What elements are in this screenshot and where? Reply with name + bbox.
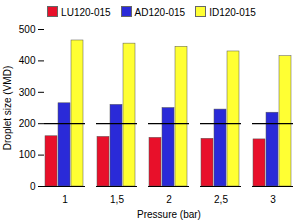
- svg-text:400: 400: [19, 55, 36, 66]
- svg-text:100: 100: [19, 149, 36, 160]
- svg-text:0: 0: [30, 181, 36, 192]
- svg-text:2: 2: [166, 194, 172, 205]
- svg-text:1: 1: [62, 194, 68, 205]
- svg-text:Droplet size (VMD): Droplet size (VMD): [2, 66, 13, 150]
- svg-text:Pressure (bar): Pressure (bar): [137, 209, 201, 220]
- svg-text:300: 300: [19, 87, 36, 98]
- svg-text:2,5: 2,5: [214, 194, 228, 205]
- svg-text:200: 200: [19, 118, 36, 129]
- svg-text:3: 3: [270, 194, 276, 205]
- svg-text:500: 500: [19, 24, 36, 35]
- svg-text:1,5: 1,5: [110, 194, 124, 205]
- html-text:AD120-015: AD120-015: [134, 7, 186, 18]
- html-text:ID120-015: ID120-015: [209, 7, 256, 18]
- html-text:LU120-015: LU120-015: [61, 7, 111, 18]
